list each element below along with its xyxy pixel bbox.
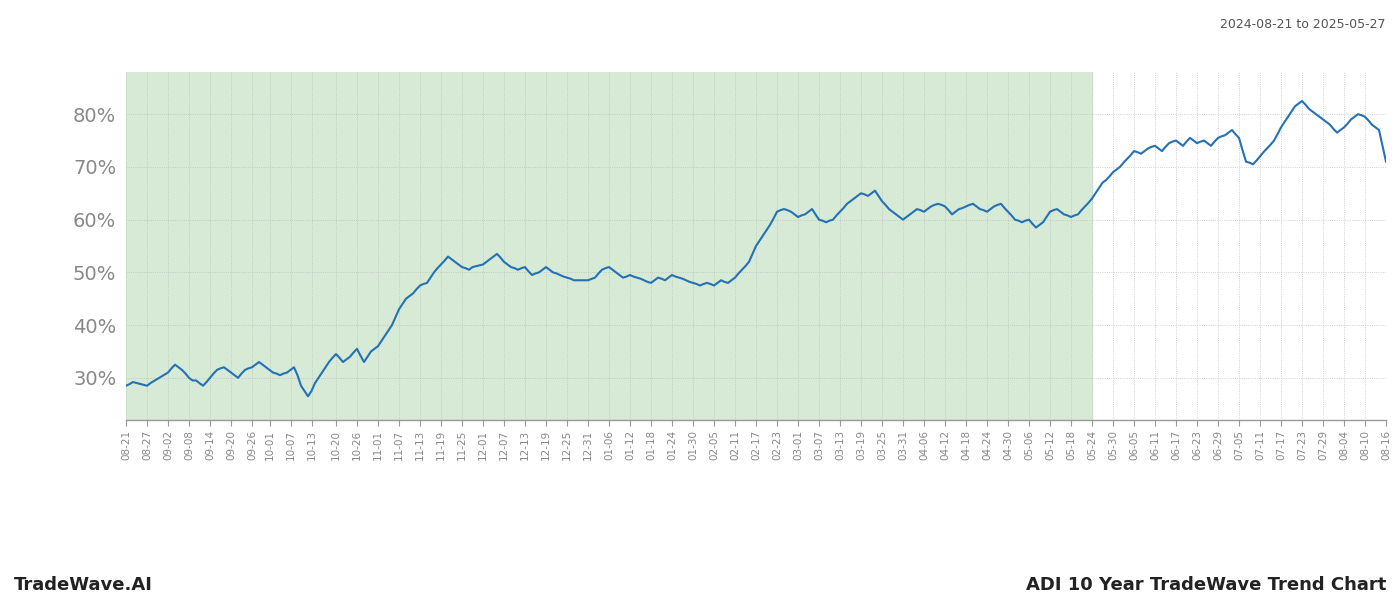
Text: 2024-08-21 to 2025-05-27: 2024-08-21 to 2025-05-27 bbox=[1221, 18, 1386, 31]
Text: TradeWave.AI: TradeWave.AI bbox=[14, 576, 153, 594]
Text: ADI 10 Year TradeWave Trend Chart: ADI 10 Year TradeWave Trend Chart bbox=[1026, 576, 1386, 594]
Bar bbox=[126, 72, 1092, 420]
